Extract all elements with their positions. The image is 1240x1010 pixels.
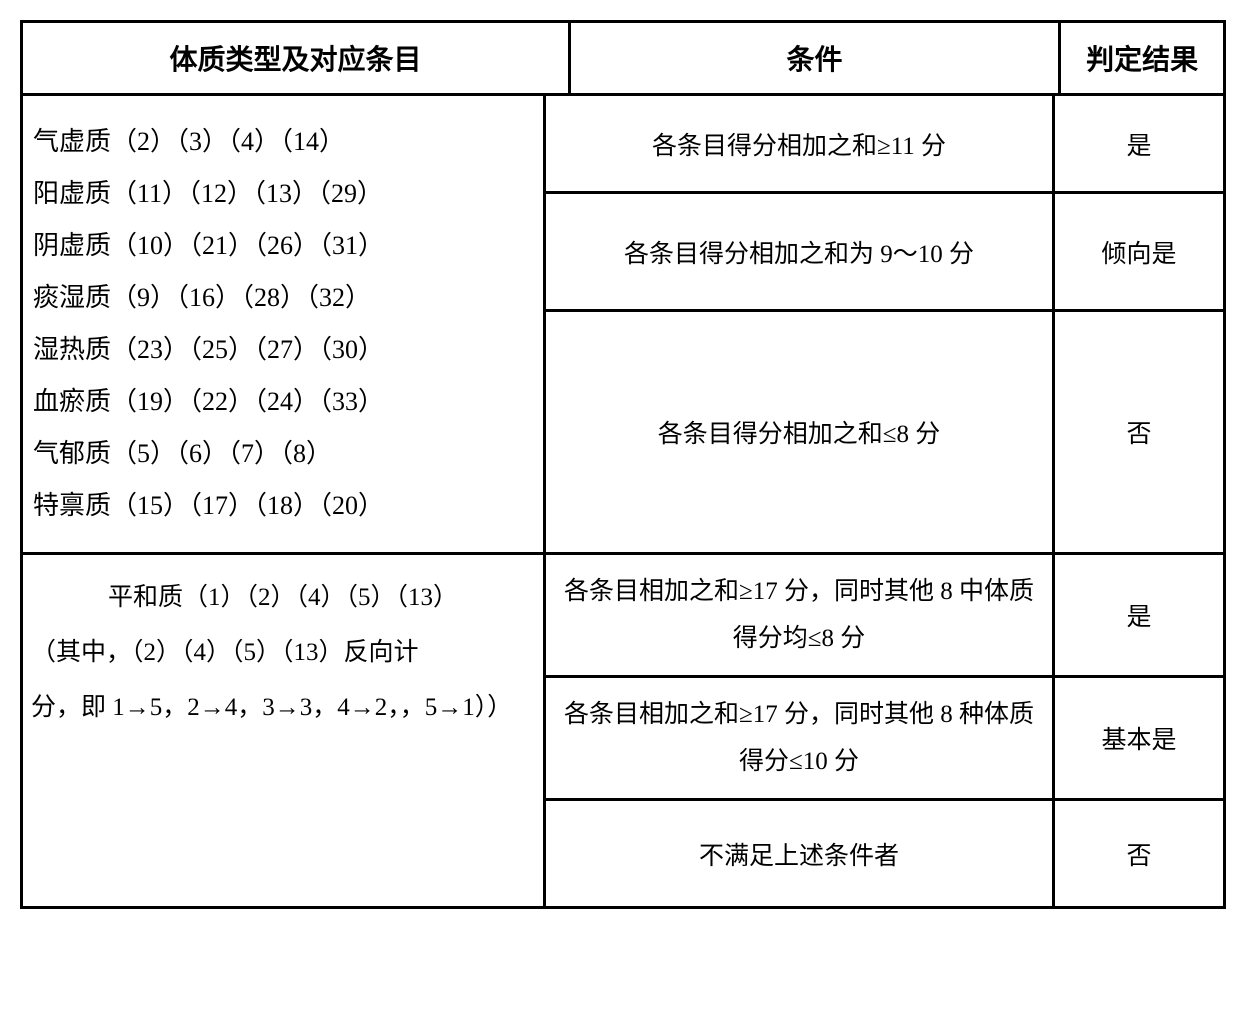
type-item: 阴虚质（10）（21）（26）（31） bbox=[33, 220, 384, 272]
condition-cell: 各条目相加之和≥17 分，同时其他 8 种体质得分≤10 分 bbox=[546, 678, 1055, 798]
header-col3: 判定结果 bbox=[1061, 23, 1223, 93]
biased-types-list: 气虚质（2）（3）（4）（14） 阳虚质（11）（12）（13）（29） 阴虚质… bbox=[23, 96, 546, 552]
condition-cell: 各条目得分相加之和为 9～10 分 bbox=[546, 194, 1055, 309]
rule-row: 各条目得分相加之和为 9～10 分 倾向是 bbox=[546, 194, 1223, 312]
type-item: 气虚质（2）（3）（4）（14） bbox=[33, 116, 345, 168]
biased-rules: 各条目得分相加之和≥11 分 是 各条目得分相加之和为 9～10 分 倾向是 各… bbox=[546, 96, 1223, 552]
section-pinghe-type: 平和质（1）（2）（4）（5）（13） （其中，（2）（4）（5）（13）反向计… bbox=[23, 555, 1223, 906]
type-item: 血瘀质（19）（22）（24）（33） bbox=[33, 376, 384, 428]
result-cell: 否 bbox=[1055, 801, 1223, 906]
result-cell: 是 bbox=[1055, 96, 1223, 191]
rule-row: 各条目相加之和≥17 分，同时其他 8 种体质得分≤10 分 基本是 bbox=[546, 678, 1223, 801]
type-item: 湿热质（23）（25）（27）（30） bbox=[33, 324, 384, 376]
constitution-table: 体质类型及对应条目 条件 判定结果 气虚质（2）（3）（4）（14） 阳虚质（1… bbox=[20, 20, 1226, 909]
rule-row: 各条目得分相加之和≤8 分 否 bbox=[546, 312, 1223, 552]
pinghe-rules: 各条目相加之和≥17 分，同时其他 8 中体质得分均≤8 分 是 各条目相加之和… bbox=[546, 555, 1223, 906]
result-cell: 是 bbox=[1055, 555, 1223, 675]
result-cell: 倾向是 bbox=[1055, 194, 1223, 309]
result-cell: 否 bbox=[1055, 312, 1223, 552]
pinghe-line1: 平和质（1）（2）（4）（5）（13） bbox=[31, 570, 535, 625]
type-item: 气郁质（5）（6）（7）（8） bbox=[33, 428, 332, 480]
rule-row: 不满足上述条件者 否 bbox=[546, 801, 1223, 906]
rule-row: 各条目相加之和≥17 分，同时其他 8 中体质得分均≤8 分 是 bbox=[546, 555, 1223, 678]
condition-cell: 不满足上述条件者 bbox=[546, 801, 1055, 906]
result-cell: 基本是 bbox=[1055, 678, 1223, 798]
type-item: 痰湿质（9）（16）（28）（32） bbox=[33, 272, 371, 324]
pinghe-type-desc: 平和质（1）（2）（4）（5）（13） （其中，（2）（4）（5）（13）反向计… bbox=[23, 555, 546, 906]
header-col2: 条件 bbox=[571, 23, 1061, 93]
pinghe-line3: 分，即 1→5，2→4，3→3，4→2，，5→1）） bbox=[31, 680, 535, 735]
type-item: 阳虚质（11）（12）（13）（29） bbox=[33, 168, 383, 220]
rule-row: 各条目得分相加之和≥11 分 是 bbox=[546, 96, 1223, 194]
section-biased-types: 气虚质（2）（3）（4）（14） 阳虚质（11）（12）（13）（29） 阴虚质… bbox=[23, 96, 1223, 555]
condition-cell: 各条目得分相加之和≥11 分 bbox=[546, 96, 1055, 191]
condition-cell: 各条目得分相加之和≤8 分 bbox=[546, 312, 1055, 552]
pinghe-line2: （其中，（2）（4）（5）（13）反向计 bbox=[31, 625, 535, 680]
header-col1: 体质类型及对应条目 bbox=[23, 23, 571, 93]
condition-cell: 各条目相加之和≥17 分，同时其他 8 中体质得分均≤8 分 bbox=[546, 555, 1055, 675]
type-item: 特禀质（15）（17）（18）（20） bbox=[33, 480, 384, 532]
table-header-row: 体质类型及对应条目 条件 判定结果 bbox=[23, 23, 1223, 96]
